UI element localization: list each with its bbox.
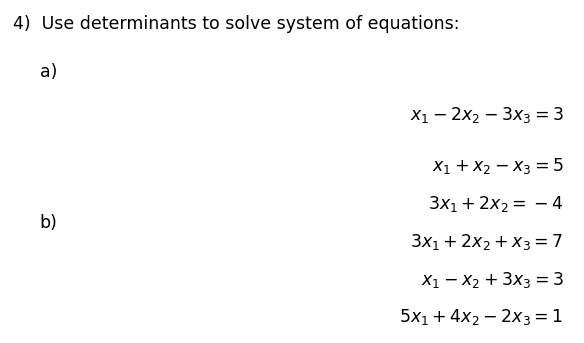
Text: $x_1 + x_2 - x_3 = 5$: $x_1 + x_2 - x_3 = 5$ bbox=[432, 156, 564, 176]
Text: a): a) bbox=[40, 63, 57, 81]
Text: b): b) bbox=[40, 214, 58, 232]
Text: 4)  Use determinants to solve system of equations:: 4) Use determinants to solve system of e… bbox=[13, 15, 460, 33]
Text: $x_1 - x_2 + 3x_3 = 3$: $x_1 - x_2 + 3x_3 = 3$ bbox=[421, 270, 564, 289]
Text: $3x_1 + 2x_2 = -4$: $3x_1 + 2x_2 = -4$ bbox=[429, 194, 564, 214]
Text: $x_1 - 2x_2 - 3x_3 = 3$: $x_1 - 2x_2 - 3x_3 = 3$ bbox=[410, 105, 564, 125]
Text: $3x_1 + 2x_2 + x_3 = 7$: $3x_1 + 2x_2 + x_3 = 7$ bbox=[411, 232, 564, 252]
Text: $5x_1 + 4x_2 - 2x_3 = 1$: $5x_1 + 4x_2 - 2x_3 = 1$ bbox=[399, 307, 564, 327]
